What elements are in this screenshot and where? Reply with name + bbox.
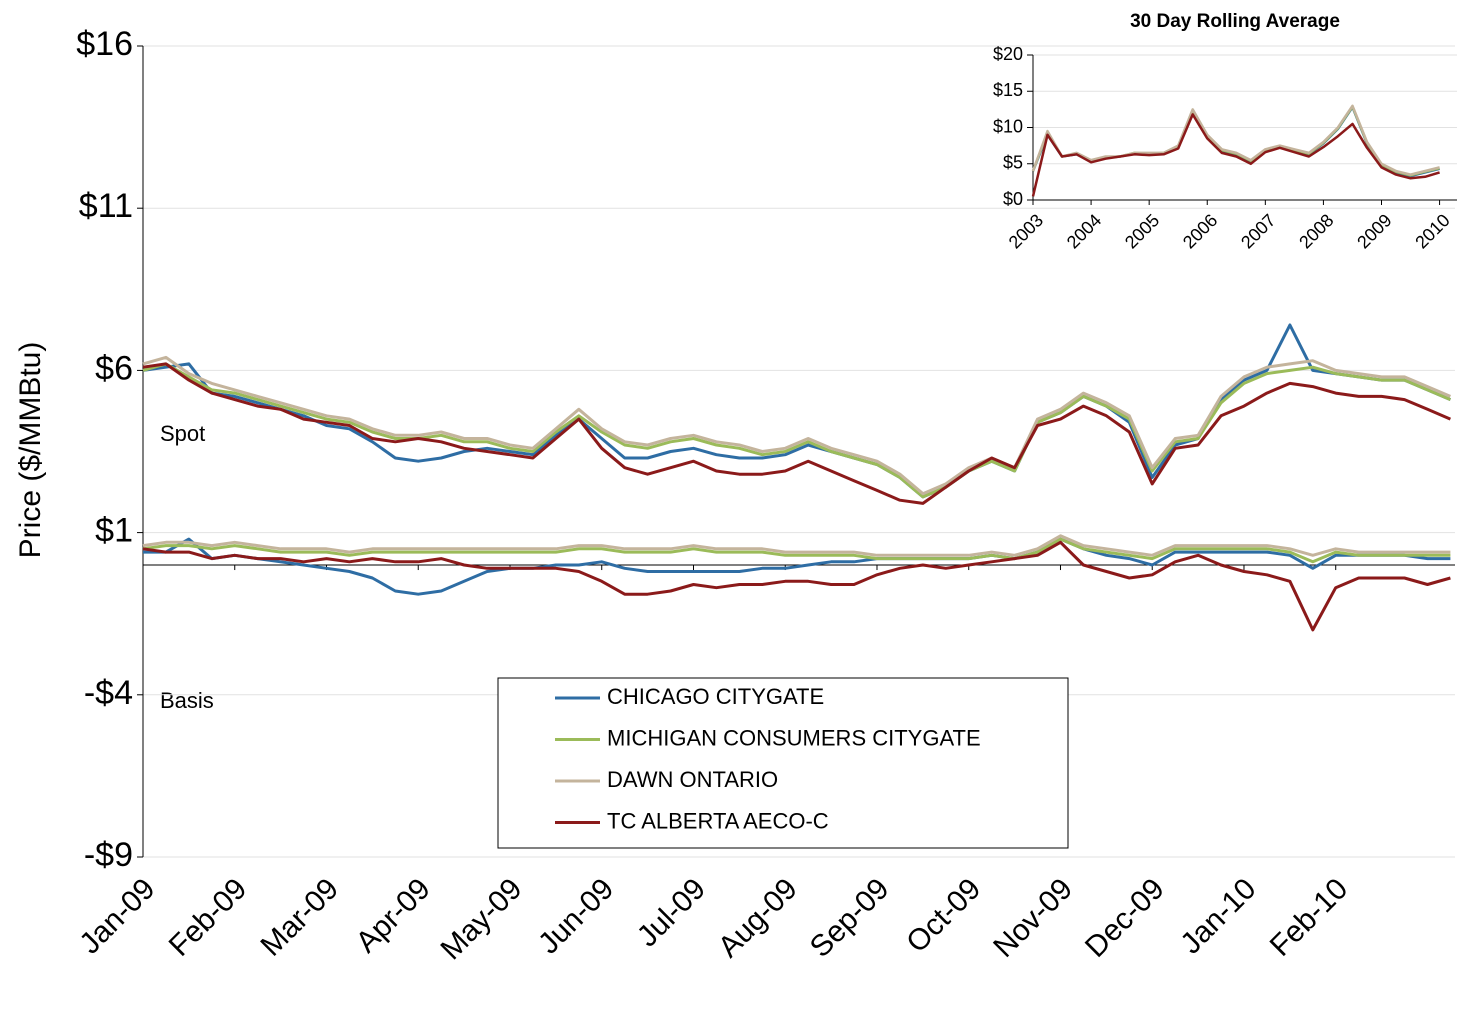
annotation: Basis [160,688,214,713]
y-tick-label: $6 [95,349,133,387]
legend: CHICAGO CITYGATE MICHIGAN CONSUMERS CITYG… [497,677,1069,849]
series-line [142,362,1451,499]
y-tick-label: $20 [993,44,1023,64]
legend-label: CHICAGO CITYGATE [607,684,824,709]
series-line [142,537,1451,564]
y-tick-label: -$9 [84,836,133,874]
y-tick-label: -$4 [84,674,133,712]
legend-label: DAWN ONTARIO [607,767,778,792]
y-axis-title: Price ($/MMBtu) [14,342,47,559]
legend-label: MICHIGAN CONSUMERS CITYGATE [607,725,981,750]
y-tick-label: $15 [993,80,1023,100]
y-tick-label: $10 [993,116,1023,136]
series-line [142,362,1451,505]
y-tick-label: $11 [79,187,133,225]
series-line [143,537,1451,596]
legend-box [497,677,1069,849]
series-line [1031,104,1440,176]
series-line [1031,113,1440,197]
y-tick-label: $1 [95,512,133,550]
annotation: Spot [160,421,205,446]
inset-title: 30 Day Rolling Average [1130,11,1340,32]
series-line [142,323,1451,499]
series-line [142,534,1451,557]
series-line [142,355,1451,496]
series-line [142,540,1451,632]
y-tick-label: $16 [76,25,133,63]
y-tick-label: $0 [1003,189,1023,209]
y-tick-label: $5 [1003,153,1023,173]
legend-label: TC ALBERTA AECO-C [607,808,829,833]
